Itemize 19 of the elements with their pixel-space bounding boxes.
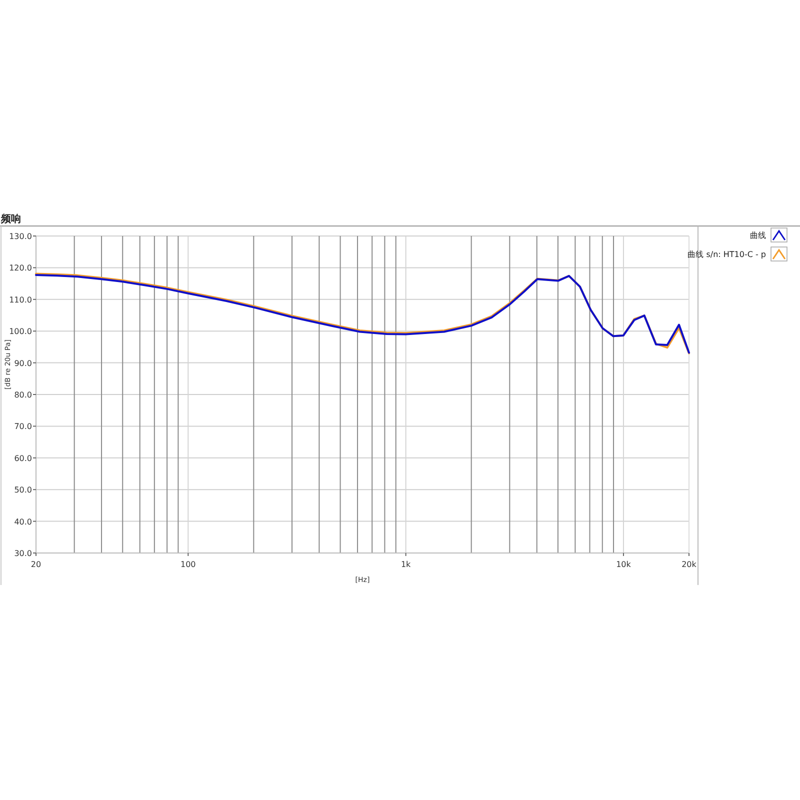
legend-label: 曲线 (750, 231, 766, 240)
y-tick-label: 30.0 (14, 549, 32, 558)
x-tick-label: 100 (180, 560, 196, 569)
y-tick-label: 130.0 (9, 232, 32, 241)
y-tick-label: 100.0 (9, 327, 32, 336)
y-tick-label: 120.0 (9, 264, 32, 273)
x-tick-label: 1k (400, 560, 412, 569)
y-tick-label: 70.0 (14, 422, 32, 432)
chart-title: 频响 (0, 213, 21, 225)
y-tick-label: 50.0 (14, 486, 32, 495)
legend-label: 曲线 s/n: HT10-C - p (688, 250, 766, 259)
x-tick-label: 20 (30, 560, 42, 569)
x-tick-label: 20k (682, 560, 697, 569)
y-tick-label: 80.0 (14, 390, 32, 400)
y-tick-label: 60.0 (14, 454, 32, 463)
y-tick-label: 40.0 (14, 517, 32, 526)
x-tick-label: 10k (616, 560, 632, 569)
y-tick-label: 90.0 (14, 358, 32, 368)
y-tick-label: 110.0 (9, 295, 32, 304)
